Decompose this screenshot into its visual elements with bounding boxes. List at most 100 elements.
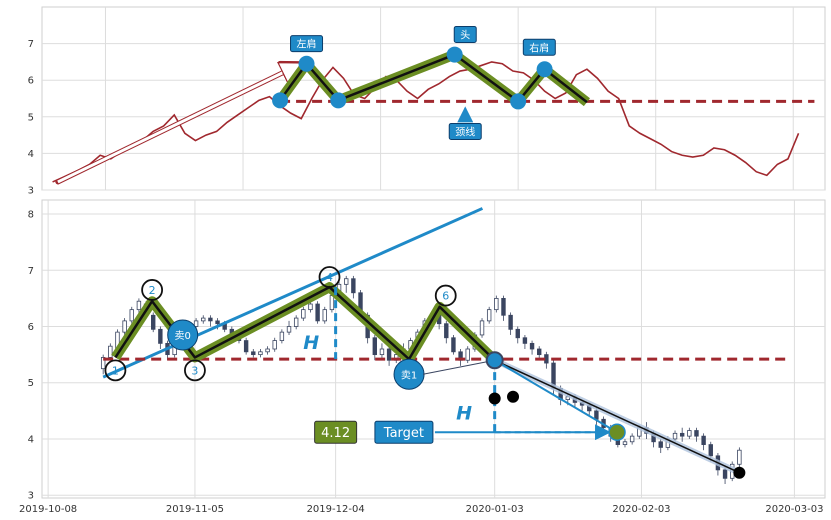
bottom-xtick-label: 2020-01-03 bbox=[466, 504, 524, 515]
top-pattern-point-5 bbox=[536, 61, 553, 78]
candle-body bbox=[122, 320, 127, 333]
bottom-ytick-label: 4 bbox=[28, 434, 34, 445]
candle-body bbox=[494, 297, 499, 311]
candle-body bbox=[529, 342, 535, 350]
candle-body bbox=[537, 348, 542, 356]
candle-body bbox=[265, 348, 270, 353]
candle-body bbox=[308, 303, 313, 311]
sell1-connector bbox=[422, 359, 495, 375]
candle-body bbox=[379, 348, 385, 356]
bottom-ytick-label: 5 bbox=[28, 378, 34, 389]
bottom-xtick-label: 2019-12-04 bbox=[307, 504, 365, 515]
top-pattern-point-3 bbox=[446, 46, 463, 63]
black-dot-2 bbox=[733, 466, 746, 479]
candle-body bbox=[386, 348, 392, 361]
candle-body bbox=[701, 435, 706, 445]
candle-body bbox=[737, 449, 742, 465]
top-label-text: 颈线 bbox=[455, 125, 475, 138]
candle-body bbox=[451, 337, 456, 353]
pattern-point-circle-4 bbox=[318, 266, 341, 288]
candle-body bbox=[193, 320, 199, 327]
target-label-box bbox=[374, 420, 434, 444]
breakout-point bbox=[485, 351, 504, 370]
top-label-box-0 bbox=[290, 35, 324, 53]
candle-body bbox=[622, 441, 628, 445]
candle-body bbox=[508, 314, 513, 330]
top-ytick-label: 6 bbox=[28, 76, 34, 87]
bottom-ytick-label: 8 bbox=[28, 210, 34, 221]
candle-body bbox=[293, 317, 299, 327]
top-pattern-point-4 bbox=[510, 93, 527, 110]
top-pattern-point-0 bbox=[272, 92, 289, 109]
pattern-point-label: 2 bbox=[149, 284, 156, 297]
pattern-point-label: 1 bbox=[112, 364, 119, 377]
candle-body bbox=[722, 469, 728, 479]
top-pattern-point-1 bbox=[298, 55, 315, 72]
bottom-target-path bbox=[494, 359, 618, 434]
candle-body bbox=[465, 348, 470, 361]
candle-body bbox=[251, 351, 256, 356]
h-marker-label: H bbox=[303, 332, 319, 354]
candle-body bbox=[372, 337, 378, 356]
h-marker-label: H bbox=[456, 402, 472, 424]
top-ytick-label: 3 bbox=[28, 186, 34, 197]
top-trend-arrow bbox=[57, 64, 301, 184]
bottom-down-path bbox=[494, 359, 740, 474]
top-ytick-label: 7 bbox=[28, 39, 34, 50]
bottom-xtick-label: 2020-02-03 bbox=[612, 504, 670, 515]
candle-body bbox=[243, 340, 249, 353]
bottom-panel: 2019-10-08 2019-11-05 2019-12-04 2020-01-03… bbox=[19, 199, 826, 515]
pattern-point-circle-2 bbox=[141, 279, 164, 301]
top-ytick-label: 5 bbox=[28, 112, 34, 123]
bottom-ytick-label: 6 bbox=[28, 322, 34, 333]
pattern-point-circle-1 bbox=[104, 359, 127, 382]
candle-body bbox=[479, 320, 485, 336]
top-label-text: 左肩 bbox=[297, 38, 317, 51]
candle-body bbox=[151, 314, 156, 330]
candle-body bbox=[522, 337, 528, 344]
bottom-ytick-label: 7 bbox=[28, 266, 34, 277]
bottom-xtick-label: 2020-03-03 bbox=[765, 504, 823, 515]
candle-body bbox=[272, 340, 277, 350]
pattern-point-label: 6 bbox=[442, 290, 449, 303]
top-label-text: 头 bbox=[460, 29, 470, 41]
candle-body bbox=[301, 309, 306, 319]
candle-body bbox=[694, 430, 699, 437]
black-dot-0 bbox=[488, 392, 501, 405]
top-ytick-label: 4 bbox=[28, 149, 34, 160]
candle-body bbox=[158, 328, 163, 344]
candle-body bbox=[208, 317, 213, 322]
candle-body bbox=[100, 357, 106, 370]
candle-body bbox=[215, 320, 220, 325]
sell-point-circle-0 bbox=[167, 319, 199, 351]
candle-body bbox=[351, 278, 356, 294]
bottom-xtick-label: 2019-11-05 bbox=[166, 504, 224, 515]
candle-body bbox=[687, 430, 692, 437]
candle-body bbox=[286, 326, 292, 333]
bottom-ytick-label: 3 bbox=[28, 491, 34, 502]
pattern-point-label: 4 bbox=[326, 271, 333, 284]
value-label-box bbox=[314, 420, 358, 444]
candle-body bbox=[679, 432, 685, 437]
candle-body bbox=[501, 297, 506, 316]
pattern-point-circle-6 bbox=[434, 284, 457, 307]
candle-body bbox=[594, 410, 599, 420]
target-point bbox=[608, 423, 626, 441]
top-pattern-point-2 bbox=[330, 92, 347, 109]
bottom-xtick-label: 2019-10-08 bbox=[19, 504, 77, 515]
bottom-trend-line bbox=[102, 207, 484, 379]
top-label-box-2 bbox=[522, 38, 556, 56]
candle-body bbox=[658, 441, 663, 448]
candle-body bbox=[279, 331, 285, 341]
top-label-box-1 bbox=[453, 25, 477, 43]
pattern-point-circle-3 bbox=[184, 359, 206, 382]
candle-body bbox=[329, 295, 335, 311]
candle-body bbox=[344, 278, 349, 285]
top-label-text: 右肩 bbox=[529, 41, 549, 54]
candle-body bbox=[515, 328, 520, 339]
top-label-box-3 bbox=[448, 122, 482, 140]
candle-body bbox=[136, 300, 142, 311]
candle-body bbox=[315, 303, 320, 322]
